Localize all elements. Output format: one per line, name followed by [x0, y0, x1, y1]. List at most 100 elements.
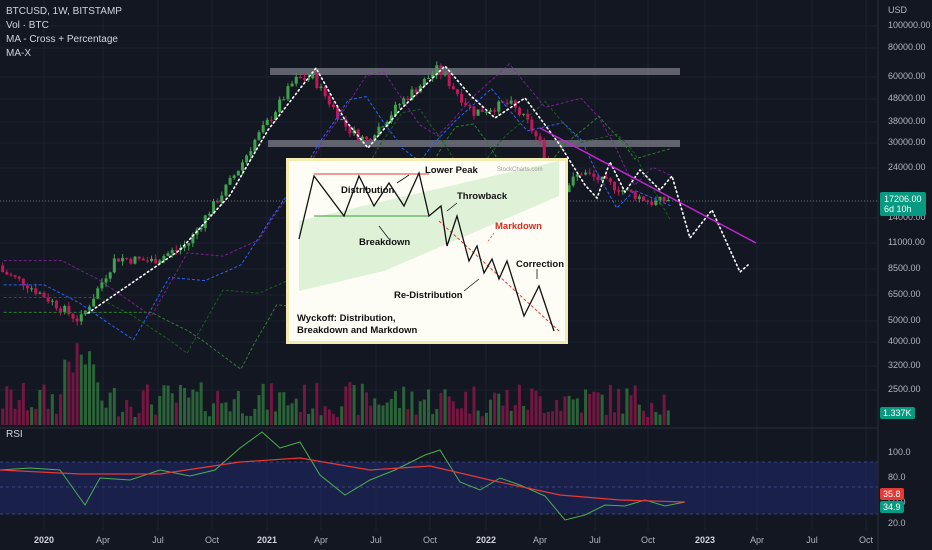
rsi-label[interactable]: RSI — [6, 429, 23, 440]
candle-body — [88, 306, 92, 311]
volume-bar — [637, 404, 641, 425]
candle-body — [633, 191, 637, 199]
candle-body — [530, 119, 534, 132]
volume-bar — [501, 405, 505, 425]
candle-body — [232, 175, 236, 178]
candle-body — [183, 245, 187, 248]
price-axis-label: 4000.00 — [888, 336, 921, 346]
volume-bar — [489, 399, 493, 425]
candle-body — [360, 136, 364, 140]
rsi-ma-badge: 35.8 — [880, 488, 904, 500]
volume-bar — [166, 385, 170, 425]
volume-bar — [5, 386, 9, 425]
volume-bar — [96, 382, 100, 425]
volume-bar — [9, 389, 13, 425]
volume-bar — [13, 408, 17, 425]
inset-caption-1: Wyckoff: Distribution, — [297, 313, 396, 324]
candle-body — [96, 288, 100, 299]
volume-bar — [129, 406, 133, 425]
volume-bar — [517, 384, 521, 425]
inset-distribution: Distribution — [341, 185, 395, 196]
candle-body — [228, 177, 232, 185]
candle-body — [377, 126, 381, 136]
price-axis-label: 60000.00 — [888, 71, 926, 81]
volume-bar — [348, 382, 352, 425]
resistance-zone-lower — [268, 140, 680, 147]
candle-body — [336, 107, 340, 120]
candle-body — [621, 190, 625, 192]
volume-bar — [191, 389, 195, 425]
volume-bar — [71, 372, 75, 425]
volume-bar — [480, 416, 484, 425]
volume-bar — [261, 383, 265, 425]
price-axis-label: 2500.00 — [888, 384, 921, 394]
volume-bar — [59, 394, 63, 425]
volume-bar — [526, 409, 530, 425]
candle-body — [150, 258, 154, 262]
candle-body — [480, 109, 484, 113]
volume-bar — [571, 399, 575, 425]
candle-body — [75, 318, 79, 322]
candle-body — [646, 200, 650, 202]
candle-body — [216, 201, 220, 203]
volume-bar — [278, 392, 282, 425]
candle-body — [613, 181, 617, 191]
volume-bar — [426, 389, 430, 425]
candle-body — [331, 104, 335, 108]
volume-bar — [174, 402, 178, 425]
candle-body — [116, 258, 120, 262]
rsi-band — [0, 462, 878, 514]
volume-bar — [311, 408, 315, 425]
chart-legend: BTCUSD, 1W, BITSTAMP Vol · BTC MA - Cros… — [6, 5, 122, 61]
candle-body — [575, 174, 579, 177]
candle-body — [571, 176, 575, 186]
inset-watermark: StockCharts.com — [497, 167, 543, 173]
wyckoff-diagram — [298, 161, 560, 332]
candle-body — [26, 285, 30, 289]
volume-bar — [641, 410, 645, 425]
volume-bar — [381, 405, 385, 425]
candle-body — [579, 174, 583, 176]
candle-body — [286, 86, 290, 100]
volume-bar — [418, 401, 422, 425]
candle-body — [654, 200, 658, 205]
inset-throwback: Throwback — [457, 191, 508, 202]
volume-bar — [104, 407, 108, 425]
volume-bar — [17, 399, 21, 425]
candle-body — [257, 132, 261, 140]
legend-ma-cross[interactable]: MA - Cross + Percentage — [6, 34, 118, 45]
candle-body — [435, 65, 439, 75]
volume-bar — [50, 394, 54, 425]
time-axis-label: 2020 — [33, 535, 55, 545]
legend-volume[interactable]: Vol · BTC — [6, 20, 49, 31]
volume-bar — [356, 414, 360, 425]
volume-bar — [633, 385, 637, 425]
volume-bar — [228, 411, 232, 425]
price-axis-label: 48000.00 — [888, 93, 926, 103]
volume-bar — [389, 398, 393, 425]
legend-ma-x[interactable]: MA-X — [6, 48, 31, 59]
candle-body — [600, 176, 604, 181]
candle-body — [278, 99, 282, 113]
candle-body — [240, 162, 244, 171]
candle-body — [422, 78, 426, 86]
volume-bar — [294, 398, 298, 425]
candle-body — [133, 256, 137, 264]
candle-body — [1, 265, 5, 273]
candle-body — [340, 119, 344, 121]
candle-body — [274, 112, 278, 121]
time-axis-label: Oct — [858, 535, 874, 545]
volume-bar — [625, 388, 629, 425]
candle-body — [509, 100, 513, 104]
candle-body — [464, 102, 468, 106]
volume-bar — [617, 388, 621, 425]
candle-body — [472, 106, 476, 116]
volume-bar — [286, 405, 290, 425]
time-axis-label: Oct — [204, 535, 220, 545]
volume-bar — [509, 410, 513, 425]
candle-body — [261, 125, 265, 133]
volume-bar — [54, 413, 58, 425]
candle-body — [517, 107, 521, 115]
legend-symbol[interactable]: BTCUSD, 1W, BITSTAMP — [6, 6, 122, 17]
